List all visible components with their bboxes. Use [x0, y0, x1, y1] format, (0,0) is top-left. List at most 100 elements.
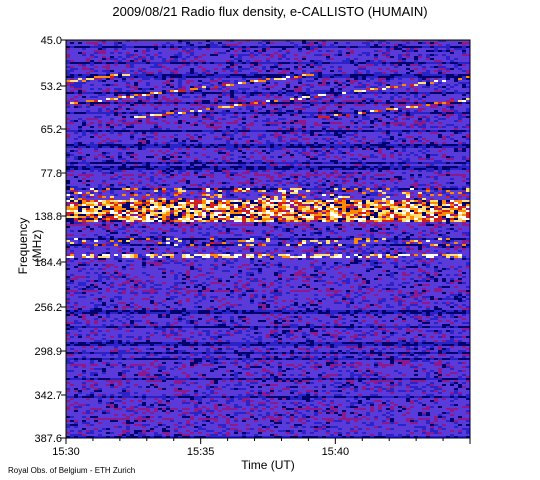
heatmap-cell	[294, 116, 298, 118]
heatmap-cell	[170, 116, 174, 118]
heatmap-cell	[258, 66, 262, 68]
heatmap-cell	[130, 44, 134, 46]
heatmap-cell	[174, 114, 178, 116]
heatmap-cell	[86, 68, 90, 70]
heatmap-cell	[138, 92, 142, 94]
heatmap-cell	[178, 54, 182, 56]
heatmap-cell	[210, 124, 214, 126]
heatmap-cell	[154, 76, 158, 78]
heatmap-cell	[466, 86, 470, 88]
heatmap-cell	[434, 106, 438, 108]
heatmap-cell	[466, 114, 470, 116]
heatmap-cell	[78, 130, 82, 132]
heatmap-cell	[374, 134, 378, 136]
heatmap-cell	[138, 50, 142, 52]
heatmap-cell	[318, 94, 322, 96]
heatmap-cell	[130, 120, 134, 122]
heatmap-cell	[150, 102, 154, 104]
heatmap-cell	[450, 58, 454, 60]
heatmap-cell	[134, 48, 138, 50]
heatmap-cell	[110, 60, 114, 62]
heatmap-cell	[98, 84, 102, 86]
heatmap-cell	[446, 130, 450, 132]
heatmap-cell	[430, 40, 434, 42]
heatmap-cell	[74, 108, 78, 110]
heatmap-cell	[106, 94, 110, 96]
heatmap-cell	[198, 122, 202, 124]
heatmap-cell	[146, 66, 150, 68]
heatmap-cell	[422, 74, 426, 76]
heatmap-cell	[202, 138, 206, 140]
heatmap-cell	[398, 86, 402, 88]
heatmap-cell	[190, 86, 194, 88]
heatmap-cell	[466, 72, 470, 74]
heatmap-cell	[390, 96, 394, 98]
heatmap-cell	[286, 76, 290, 78]
heatmap-cell	[306, 120, 310, 122]
heatmap-cell	[422, 102, 426, 104]
heatmap-cell	[274, 114, 278, 116]
heatmap-cell	[458, 96, 462, 98]
heatmap-cell	[462, 78, 466, 80]
heatmap-cell	[206, 64, 210, 66]
heatmap-cell	[430, 116, 434, 118]
heatmap-cell	[114, 136, 118, 138]
heatmap-cell	[274, 74, 278, 76]
heatmap-cell	[294, 122, 298, 124]
heatmap-cell	[434, 88, 438, 90]
heatmap-cell	[410, 120, 414, 122]
heatmap-cell	[246, 82, 250, 84]
heatmap-cell	[262, 78, 266, 80]
heatmap-cell	[182, 132, 186, 134]
heatmap-cell	[362, 112, 366, 114]
heatmap-cell	[458, 112, 462, 114]
heatmap-cell	[330, 106, 334, 108]
heatmap-cell	[458, 120, 462, 122]
heatmap-cell	[402, 136, 406, 138]
heatmap-cell	[238, 66, 242, 68]
heatmap-cell	[346, 54, 350, 56]
heatmap-cell	[306, 40, 310, 42]
heatmap-cell	[450, 86, 454, 88]
heatmap-cell	[190, 80, 194, 82]
heatmap-cell	[174, 122, 178, 124]
heatmap-cell	[458, 126, 462, 128]
heatmap-cell	[190, 92, 194, 94]
heatmap-cell	[290, 46, 294, 48]
heatmap-cell	[342, 130, 346, 132]
heatmap-cell	[226, 70, 230, 72]
heatmap-cell	[366, 40, 370, 42]
heatmap-cell	[390, 92, 394, 94]
heatmap-cell	[270, 64, 274, 66]
heatmap-cell	[370, 78, 374, 80]
heatmap-cell	[382, 50, 386, 52]
heatmap-cell	[258, 94, 262, 96]
heatmap-cell	[222, 48, 226, 50]
heatmap-cell	[270, 130, 274, 132]
heatmap-cell	[330, 70, 334, 72]
heatmap-cell	[102, 52, 106, 54]
heatmap-cell	[374, 114, 378, 116]
heatmap-cell	[138, 40, 142, 42]
heatmap-cell	[78, 94, 82, 96]
heatmap-cell	[306, 108, 310, 110]
heatmap-cell	[286, 78, 290, 80]
heatmap-cell	[250, 102, 254, 104]
heatmap-cell	[226, 58, 230, 60]
heatmap-cell	[446, 74, 450, 76]
heatmap-cell	[178, 80, 182, 82]
heatmap-cell	[242, 116, 246, 118]
heatmap-cell	[462, 68, 466, 70]
heatmap-cell	[366, 128, 370, 130]
heatmap-cell	[170, 124, 174, 126]
heatmap-cell	[386, 92, 390, 94]
heatmap-cell	[222, 100, 226, 102]
heatmap-cell	[254, 80, 258, 82]
heatmap-cell	[190, 42, 194, 44]
heatmap-cell	[150, 88, 154, 90]
heatmap-cell	[274, 78, 278, 80]
heatmap-cell	[286, 42, 290, 44]
heatmap-cell	[382, 82, 386, 84]
heatmap-cell	[342, 66, 346, 68]
heatmap-cell	[402, 86, 406, 88]
